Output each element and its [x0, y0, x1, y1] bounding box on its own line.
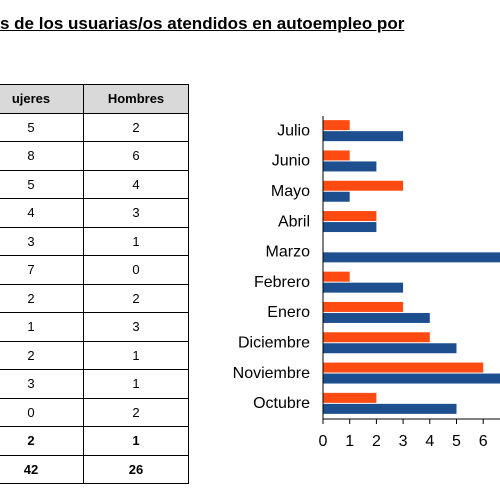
bar	[323, 332, 430, 343]
column-header: Hombres	[83, 84, 189, 114]
table-cell: 0	[83, 255, 189, 285]
table-cell: 42	[0, 454, 84, 484]
bar	[323, 373, 500, 384]
y-tick-label: Febrero	[254, 274, 310, 291]
table-cell: 0	[0, 397, 84, 427]
bar	[323, 403, 457, 414]
table-cell: 1	[83, 340, 189, 370]
x-tick-label: 3	[399, 433, 408, 450]
bar	[323, 271, 350, 282]
y-tick-label: Abril	[278, 213, 310, 230]
bar	[323, 161, 377, 172]
bar	[323, 252, 500, 263]
x-tick-label: 2	[372, 433, 381, 450]
x-tick-label: 6	[479, 433, 488, 450]
table-cell: 3	[0, 369, 84, 399]
bar	[323, 191, 350, 202]
y-tick-label: Marzo	[266, 244, 311, 261]
bar	[323, 222, 377, 233]
table-cell: 2	[83, 283, 189, 313]
x-tick-label: 0	[319, 433, 328, 450]
bar	[323, 343, 457, 354]
table-cell: 4	[83, 169, 189, 199]
sheet-title: s de los usuarias/os atendidos en autoem…	[0, 14, 405, 33]
table-cell: 1	[83, 369, 189, 399]
bar	[323, 362, 484, 373]
y-tick-label: Diciembre	[238, 334, 310, 351]
x-tick-label: 1	[345, 433, 354, 450]
y-tick-label: Julio	[277, 122, 310, 139]
bar	[323, 392, 377, 403]
table-cell: 3	[83, 198, 189, 228]
bar	[323, 180, 404, 191]
table-row: 42 26	[0, 454, 189, 484]
bar	[323, 120, 350, 131]
y-tick-label: Junio	[272, 153, 310, 170]
x-tick-label: 5	[452, 433, 461, 450]
y-tick-label: Mayo	[271, 183, 310, 200]
bar	[323, 131, 404, 142]
y-tick-label: Octubre	[253, 395, 310, 412]
bar	[323, 211, 377, 222]
y-tick-label: Noviembre	[233, 365, 310, 382]
header-row: ujeres Hombres	[0, 84, 189, 114]
bar	[323, 312, 430, 323]
table-cell: 26	[83, 454, 189, 484]
y-tick-label: Enero	[267, 304, 310, 321]
data-table: ujeres Hombres 5 2 8 6 5 4 4 3 3 1 7 0 2 2 1 3 2 1 3 1 0 2 2 1 42 2…	[0, 84, 189, 484]
bar	[323, 301, 404, 312]
bar	[323, 282, 404, 293]
bar	[323, 150, 350, 161]
table-cell: 2	[0, 283, 84, 313]
x-tick-label: 4	[425, 433, 434, 450]
